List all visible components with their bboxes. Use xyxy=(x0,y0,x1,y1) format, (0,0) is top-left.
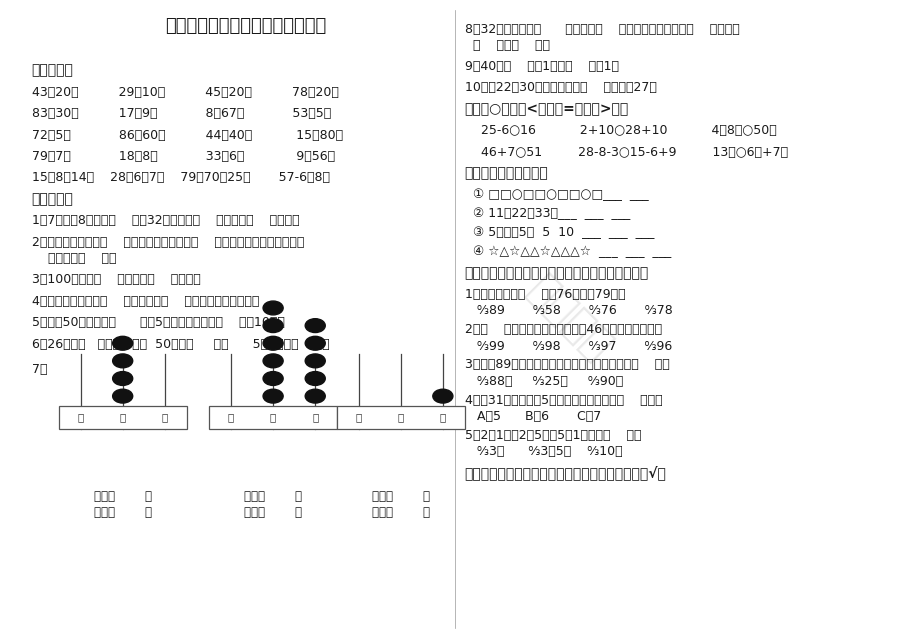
Text: 个: 个 xyxy=(439,412,446,422)
Text: 46+7○51         28-8-3○15-6+9         13元○6元+7角: 46+7○51 28-8-3○15-6+9 13元○6元+7角 xyxy=(464,145,787,159)
Text: 写作（        ）: 写作（ ） xyxy=(371,490,429,503)
Text: 79－7＝            18＋8＝            33－6＝             9＋56＝: 79－7＝ 18＋8＝ 33－6＝ 9＋56＝ xyxy=(31,150,335,163)
Text: 6、26角＝（   ）元（   ）角  50分＝（     ）角      5元8角＝（    ）角: 6、26角＝（ ）元（ ）角 50分＝（ ）角 5元8角＝（ ）角 xyxy=(31,338,329,351)
Text: 8、32十位上数是（      ），表示（    ）个十，个位上数是（    ），表示: 8、32十位上数是（ ），表示（ ）个十，个位上数是（ ），表示 xyxy=(464,23,739,36)
Text: 一位数多（    ）。: 一位数多（ ）。 xyxy=(31,252,116,265)
Text: 25-6○16           2+10○28+10           4角8分○50分: 25-6○16 2+10○28+10 4角8分○50分 xyxy=(464,124,776,137)
Text: 个: 个 xyxy=(162,412,168,422)
Text: 写作（        ）: 写作（ ） xyxy=(244,490,301,503)
Circle shape xyxy=(305,371,325,385)
Text: 5、一张50元可以换（      ）全5元，或者可以换（    ）全10元。: 5、一张50元可以换（ ）全5元，或者可以换（ ）全10元。 xyxy=(31,316,284,329)
Text: 4、有31个苹果，朅5个装满一袋，可以满（    ）袋。: 4、有31个苹果，朅5个装满一袋，可以满（ ）袋。 xyxy=(464,394,662,407)
FancyBboxPatch shape xyxy=(59,406,187,429)
Circle shape xyxy=(305,336,325,350)
Text: ③ 5连续加5：  5  10  ___  ___  ___: ③ 5连续加5： 5 10 ___ ___ ___ xyxy=(464,226,653,239)
Text: 83－30＝          17－9＝            8＋67＝            53－5＝: 83－30＝ 17－9＝ 8＋67＝ 53－5＝ xyxy=(31,107,331,120)
Text: 2、（    ）不是最大的两位数，但46大，而且是双数。: 2、（ ）不是最大的两位数，但46大，而且是双数。 xyxy=(464,323,661,336)
Text: 新课标网: 新课标网 xyxy=(518,269,618,369)
Text: 43＋20＝          29－10＝          45＋20＝          78－20＝: 43＋20＝ 29－10＝ 45＋20＝ 78－20＝ xyxy=(31,86,338,99)
Text: 9、40比（    ）大1，比（    ）儇1。: 9、40比（ ）大1，比（ ）儇1。 xyxy=(464,60,618,73)
Text: 4、最小的两位数是（    ），再加上（    ）就是最大的两位数。: 4、最小的两位数是（ ），再加上（ ）就是最大的两位数。 xyxy=(31,295,258,308)
Text: 四、找规律，再填空。: 四、找规律，再填空。 xyxy=(464,167,548,181)
Text: 十: 十 xyxy=(119,412,126,422)
Text: 7、: 7、 xyxy=(31,363,47,376)
Text: 百: 百 xyxy=(228,412,233,422)
Circle shape xyxy=(263,389,283,403)
Text: 10、在22与30这两个数中，（    ）最接近27。: 10、在22与30这两个数中，（ ）最接近27。 xyxy=(464,82,656,94)
Text: 1、下列数中，（    ）比76大，比79小。: 1、下列数中，（ ）比76大，比79小。 xyxy=(464,288,625,301)
Text: 15－8＋14＝    28＋6－7＝    79－70＋25＝       57-6＋8＝: 15－8＋14＝ 28＋6－7＝ 79－70＋25＝ 57-6＋8＝ xyxy=(31,172,329,184)
FancyBboxPatch shape xyxy=(209,406,336,429)
Circle shape xyxy=(305,389,325,403)
Text: ↉3元      ↉3元5角    ↉10元: ↉3元 ↉3元5角 ↉10元 xyxy=(464,445,621,458)
Text: 十: 十 xyxy=(269,412,276,422)
Text: 二、填一填: 二、填一填 xyxy=(31,193,74,206)
Text: （    ）个（    ）。: （ ）个（ ）。 xyxy=(464,38,549,52)
Text: 读作（        ）: 读作（ ） xyxy=(371,507,429,519)
FancyBboxPatch shape xyxy=(336,406,464,429)
Circle shape xyxy=(112,354,132,367)
Circle shape xyxy=(263,301,283,315)
Text: 一、算一算: 一、算一算 xyxy=(31,63,74,77)
Text: ↉89       ↉58       ↉76       ↉78: ↉89 ↉58 ↉76 ↉78 xyxy=(464,304,672,317)
Text: 读作（        ）: 读作（ ） xyxy=(94,507,152,519)
Text: 十: 十 xyxy=(397,412,403,422)
Text: 三、在○里填「<」、「=」或「>」。: 三、在○里填「<」、「=」或「>」。 xyxy=(464,102,628,116)
Circle shape xyxy=(263,354,283,367)
Text: 百: 百 xyxy=(77,412,84,422)
Circle shape xyxy=(112,371,132,385)
Circle shape xyxy=(263,336,283,350)
Text: ② 11、22、33、___  ___  ___: ② 11、22、33、___ ___ ___ xyxy=(464,207,630,220)
Text: 一年级数学下册期末质量检测试卷: 一年级数学下册期末质量检测试卷 xyxy=(165,17,326,35)
Circle shape xyxy=(112,389,132,403)
Text: ↉88只     ↉25只     ↉90只: ↉88只 ↉25只 ↉90只 xyxy=(464,375,622,388)
Text: 五、选择。（请将正确答案的序号填在括号里。）: 五、选择。（请将正确答案的序号填在括号里。） xyxy=(464,266,648,280)
Text: 3、红花89朵，黄花比红花少得多，黄花可能有（    ）。: 3、红花89朵，黄花比红花少得多，黄花可能有（ ）。 xyxy=(464,359,669,371)
Text: 72＋5＝            86－60＝          44－40＝           15＋80＝: 72＋5＝ 86－60＝ 44－40＝ 15＋80＝ xyxy=(31,129,342,142)
Text: ↉99       ↉98       ↉97       ↉96: ↉99 ↉98 ↉97 ↉96 xyxy=(464,339,671,353)
Circle shape xyxy=(305,354,325,367)
Text: 六、选出你认为对的答案，在正确的答案后面画「√」: 六、选出你认为对的答案，在正确的答案后面画「√」 xyxy=(464,466,665,480)
Circle shape xyxy=(305,319,325,332)
Text: ① □□○□□○□□○□___  ___: ① □□○□□○□□○□___ ___ xyxy=(464,188,648,202)
Text: 百: 百 xyxy=(355,412,361,422)
Text: 读作（        ）: 读作（ ） xyxy=(244,507,301,519)
Text: A、5      B、6       C、7: A、5 B、6 C、7 xyxy=(464,410,600,423)
Text: 个: 个 xyxy=(312,412,318,422)
Text: 写作（        ）: 写作（ ） xyxy=(94,490,152,503)
Text: 3、100里面有（    ）个十，（    ）个一。: 3、100里面有（ ）个十，（ ）个一。 xyxy=(31,274,200,286)
Text: 2、最大的两位数是（    ），最大的一位数是（    ），最大的两位数比最大的: 2、最大的两位数是（ ），最大的一位数是（ ），最大的两位数比最大的 xyxy=(31,235,303,249)
Circle shape xyxy=(432,389,452,403)
Circle shape xyxy=(263,371,283,385)
Text: ④ ☆△☆△△☆△△△☆  ___  ___  ___: ④ ☆△☆△△☆△△△☆ ___ ___ ___ xyxy=(464,245,670,258)
Circle shape xyxy=(112,336,132,350)
Circle shape xyxy=(263,319,283,332)
Text: 5、2全1元，2全5角，5全1角组成（    ）。: 5、2全1元，2全5角，5全1角组成（ ）。 xyxy=(464,429,641,442)
Text: 1、7个十和8个一是（    ）。32里面包含（    ）个十，（    ）个一。: 1、7个十和8个一是（ ）。32里面包含（ ）个十，（ ）个一。 xyxy=(31,214,299,227)
